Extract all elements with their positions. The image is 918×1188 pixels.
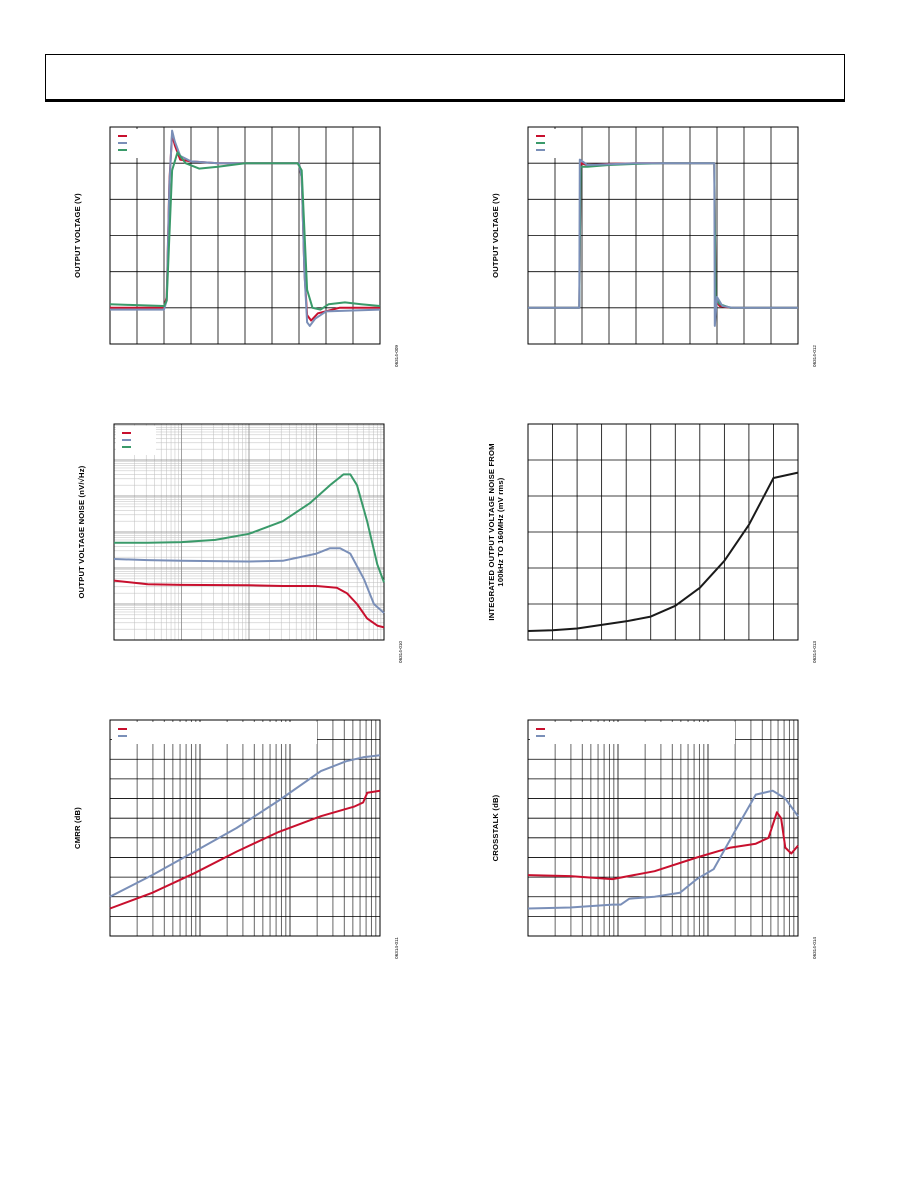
- legend-box: [112, 722, 317, 744]
- plot-frame: [109, 719, 381, 937]
- legend: [116, 426, 156, 455]
- legend-box: [530, 722, 735, 744]
- legend: [112, 129, 152, 158]
- series-line-blue: [528, 158, 798, 327]
- grid: [528, 720, 798, 936]
- series-line-blue: [527, 789, 799, 910]
- plot-frame: [109, 126, 381, 345]
- y-axis-label: OUTPUT VOLTAGE (V): [491, 193, 500, 278]
- figure-code: 06314-013: [812, 641, 817, 663]
- figure-code: 06314-009: [394, 345, 399, 367]
- grid: [528, 424, 798, 640]
- legend: [530, 722, 735, 744]
- figure-code: 06314-014: [812, 937, 817, 959]
- plot-frame: [113, 423, 385, 641]
- y-axis-label: CMRR (dB): [73, 807, 82, 849]
- y-axis-label: CROSSTALK (dB): [491, 794, 500, 861]
- series-line-green: [114, 473, 385, 583]
- legend: [530, 129, 570, 158]
- series-line-red: [527, 811, 799, 881]
- y-axis-label: OUTPUT VOLTAGE (V): [73, 193, 82, 278]
- figure-code: 06314-010: [398, 641, 403, 663]
- series-line-black: [527, 471, 799, 632]
- y-axis-label: OUTPUT VOLTAGE NOISE (nV/√Hz): [77, 465, 86, 598]
- figure-code: 06314-011: [394, 937, 399, 959]
- series-line-blue: [109, 754, 381, 898]
- page-header: [45, 54, 845, 102]
- figure-code: 06314-012: [812, 345, 817, 367]
- series-line-green: [109, 151, 381, 311]
- legend: [112, 722, 317, 744]
- plot-frame: [527, 719, 799, 937]
- y-axis-label: INTEGRATED OUTPUT VOLTAGE NOISE FROM: [487, 443, 496, 620]
- grid: [110, 720, 380, 936]
- series-line-red: [113, 579, 385, 629]
- plot-frame: [527, 423, 799, 641]
- grid: [114, 424, 384, 640]
- y-axis-label-2: 100kHz TO 160MHz (mV rms): [496, 477, 505, 586]
- series-line-red: [109, 789, 381, 910]
- series-line-blue: [113, 547, 385, 614]
- plot-frame: [527, 126, 799, 345]
